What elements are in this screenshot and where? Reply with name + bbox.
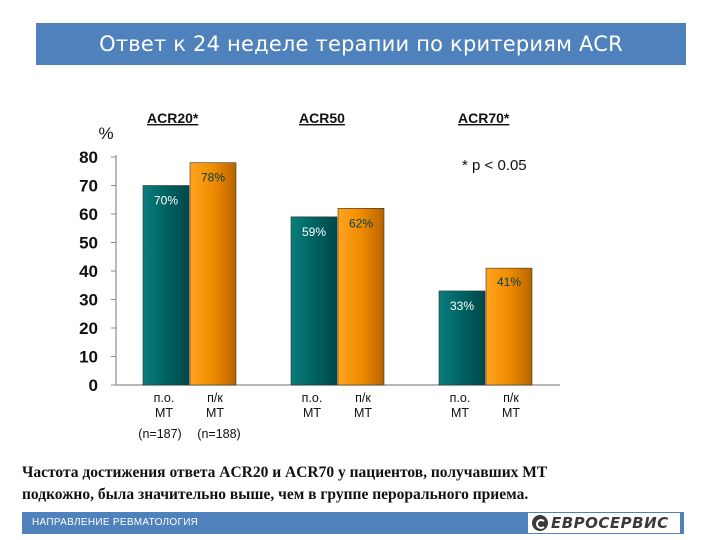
group-label: ACR50 <box>299 110 345 126</box>
y-tick-label: 80 <box>79 148 98 167</box>
sample-size-label: (n=187) <box>138 427 181 441</box>
bar <box>142 185 190 386</box>
x-tick-label: МТ <box>502 406 520 420</box>
caption-line-1: Частота достижения ответа ACR20 и ACR70 … <box>22 464 548 481</box>
x-tick-label: МТ <box>451 406 469 420</box>
data-label: 59% <box>302 225 326 239</box>
x-tick-label: п.о. <box>302 391 323 405</box>
y-tick-label: 10 <box>79 348 98 367</box>
logo-icon <box>532 515 548 531</box>
sample-size-label: (n=188) <box>197 427 240 441</box>
data-label: 78% <box>201 171 225 185</box>
bar <box>438 290 486 386</box>
bar-chart: 0 10 20 30 40 50 60 70 80% * p < 0.05 ACR20* 70% п.о… <box>79 110 560 441</box>
bar <box>337 208 385 386</box>
x-tick-label: п/к <box>503 391 519 405</box>
x-tick-label: МТ <box>155 406 173 420</box>
bar <box>485 267 533 386</box>
y-tick-label: 20 <box>79 319 98 338</box>
x-tick-label: п/к <box>355 391 371 405</box>
data-label: 70% <box>154 194 178 208</box>
group-label: ACR70* <box>458 110 510 126</box>
y-axis-label: % <box>98 124 113 143</box>
bar <box>290 216 338 386</box>
y-tick-label: 0 <box>89 376 98 395</box>
x-tick-label: МТ <box>303 406 321 420</box>
footer-label: НАПРАВЛЕНИЕ РЕВМАТОЛОГИЯ <box>32 517 199 528</box>
footer-bar: НАПРАВЛЕНИЕ РЕВМАТОЛОГИЯ ЕВРОСЕРВИС <box>22 512 684 534</box>
data-label: 62% <box>349 216 373 230</box>
x-tick-label: п.о. <box>154 391 175 405</box>
y-tick-label: 30 <box>79 291 98 310</box>
y-tick-label: 60 <box>79 205 98 224</box>
slide-title: Ответ к 24 неделе терапии по критериям A… <box>36 23 686 65</box>
y-tick-label: 70 <box>79 177 98 196</box>
data-label: 33% <box>450 299 474 313</box>
x-tick-label: МТ <box>354 406 372 420</box>
logo-text: ЕВРОСЕРВИС <box>551 514 669 532</box>
x-tick-label: п.о. <box>450 391 471 405</box>
y-tick-label: 50 <box>79 234 98 253</box>
caption: Частота достижения ответа ACR20 и ACR70 … <box>22 462 702 506</box>
caption-line-2: подкожно, была значительно выше, чем в г… <box>22 486 529 503</box>
x-tick-label: МТ <box>206 406 224 420</box>
bar <box>189 162 237 386</box>
group-label: ACR20* <box>147 110 199 126</box>
data-label: 41% <box>497 275 521 289</box>
x-tick-label: п/к <box>207 391 223 405</box>
y-tick-label: 40 <box>79 262 98 281</box>
significance-note: * p < 0.05 <box>462 157 527 174</box>
company-logo: ЕВРОСЕРВИС <box>528 513 680 533</box>
